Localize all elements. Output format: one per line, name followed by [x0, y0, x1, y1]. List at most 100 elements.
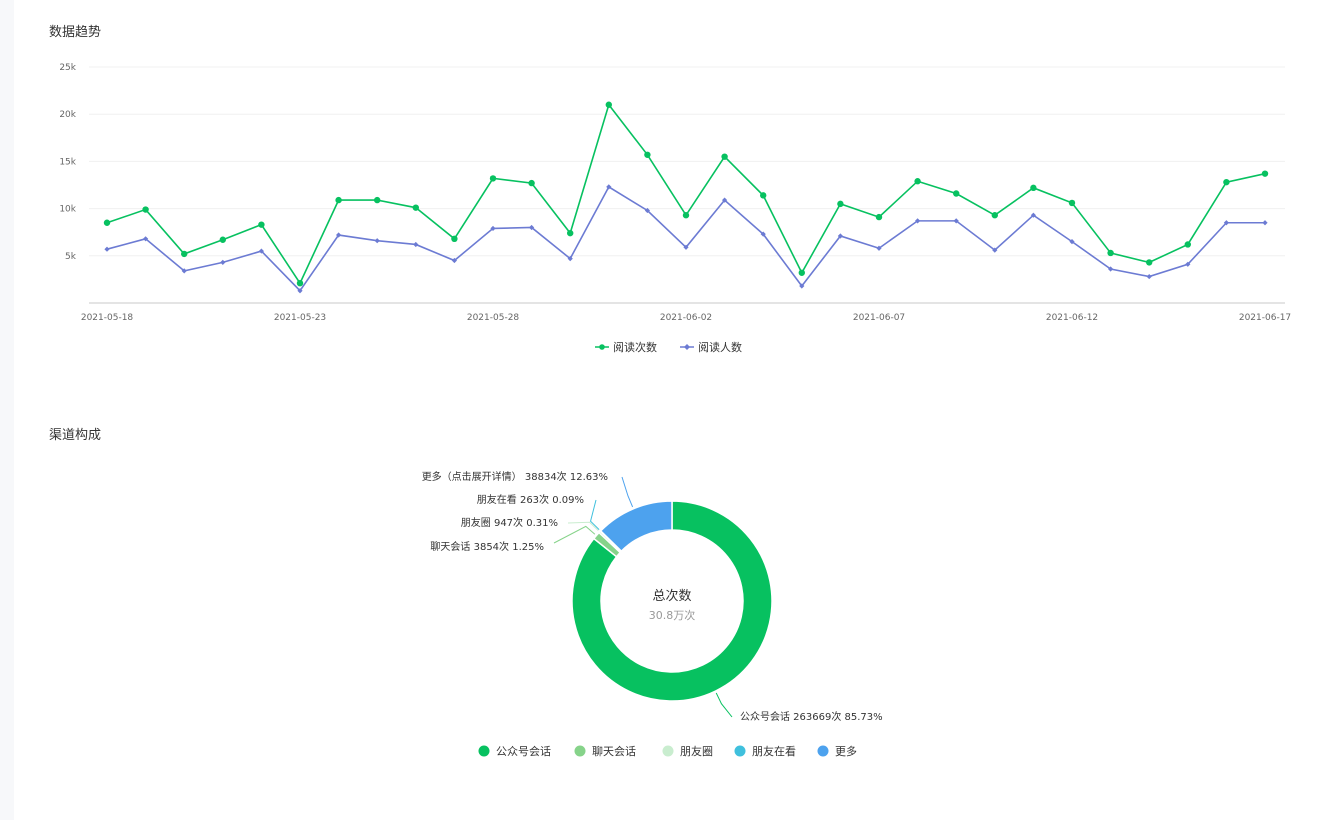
- legend-label: 更多: [835, 744, 857, 758]
- data-point[interactable]: [991, 212, 998, 219]
- leader-line: [715, 692, 733, 718]
- data-point[interactable]: [953, 218, 959, 224]
- data-point[interactable]: [413, 241, 419, 248]
- trend-section-title: 数据趋势: [49, 25, 102, 40]
- y-tick-label: 15k: [59, 157, 76, 167]
- data-point[interactable]: [1223, 220, 1229, 226]
- leader-line: [621, 476, 634, 508]
- data-point[interactable]: [605, 101, 612, 108]
- data-point[interactable]: [799, 283, 805, 289]
- x-tick-label: 2021-05-23: [274, 313, 326, 323]
- data-point[interactable]: [953, 190, 960, 197]
- x-tick-label: 2021-05-18: [81, 313, 134, 323]
- data-point[interactable]: [220, 259, 226, 266]
- data-point[interactable]: [181, 268, 187, 274]
- x-tick-label: 2021-06-02: [660, 313, 712, 323]
- leader-line: [567, 521, 599, 531]
- data-point[interactable]: [1108, 266, 1114, 272]
- legend-symbol: [478, 745, 490, 757]
- data-point[interactable]: [567, 256, 573, 262]
- data-point[interactable]: [760, 231, 766, 237]
- slice-label[interactable]: 更多（点击展开详情） 38834次 12.63%: [422, 470, 608, 483]
- data-point[interactable]: [489, 175, 497, 182]
- data-point[interactable]: [760, 192, 767, 199]
- data-point[interactable]: [1262, 220, 1268, 226]
- data-point[interactable]: [1223, 178, 1230, 186]
- legend-symbol: [599, 344, 605, 350]
- pie-legend-item-4[interactable]: 朋友在看: [734, 744, 797, 758]
- data-point[interactable]: [490, 225, 496, 232]
- pie-legend-item-5[interactable]: 更多: [817, 744, 858, 758]
- data-point[interactable]: [1107, 249, 1114, 257]
- donut-slice-5[interactable]: [599, 500, 673, 553]
- legend-label: 阅读人数: [698, 340, 742, 354]
- data-point[interactable]: [1030, 212, 1036, 218]
- data-point[interactable]: [258, 248, 264, 254]
- data-point[interactable]: [335, 196, 342, 204]
- donut-slice-1[interactable]: [571, 500, 773, 702]
- data-point[interactable]: [142, 206, 149, 213]
- legend-item-2[interactable]: 阅读人数: [680, 340, 742, 354]
- slice-label[interactable]: 朋友在看 263次 0.09%: [477, 493, 584, 506]
- channel-section-title: 渠道构成: [49, 428, 102, 443]
- data-point[interactable]: [567, 229, 574, 237]
- data-point[interactable]: [1185, 261, 1191, 267]
- data-point[interactable]: [528, 179, 535, 187]
- data-point[interactable]: [297, 288, 303, 294]
- pie-legend-item-2[interactable]: 聊天会话: [574, 744, 637, 758]
- data-point[interactable]: [837, 200, 844, 208]
- data-point[interactable]: [644, 151, 651, 158]
- legend-label: 聊天会话: [592, 744, 636, 758]
- donut-center-title: 总次数: [652, 588, 691, 604]
- data-point[interactable]: [992, 247, 998, 253]
- pie-legend-item-3[interactable]: 朋友圈: [662, 744, 714, 758]
- data-point[interactable]: [837, 233, 843, 239]
- data-point[interactable]: [1030, 184, 1037, 192]
- x-tick-label: 2021-06-07: [853, 313, 905, 323]
- data-point[interactable]: [219, 236, 226, 243]
- data-point[interactable]: [1068, 199, 1076, 207]
- data-point[interactable]: [374, 196, 381, 204]
- x-tick-label: 2021-06-17: [1239, 313, 1291, 323]
- data-point[interactable]: [1184, 241, 1192, 248]
- leader-line: [589, 499, 600, 531]
- data-point[interactable]: [682, 212, 690, 219]
- data-point[interactable]: [104, 246, 110, 252]
- data-point[interactable]: [103, 219, 111, 226]
- data-point[interactable]: [1146, 259, 1153, 266]
- donut-center-value: 30.8万次: [649, 608, 696, 622]
- y-tick-label: 25k: [59, 63, 76, 73]
- slice-label[interactable]: 聊天会话 3854次 1.25%: [430, 540, 544, 553]
- data-point[interactable]: [336, 232, 342, 238]
- data-point[interactable]: [143, 236, 149, 242]
- data-point[interactable]: [914, 178, 921, 185]
- data-point[interactable]: [451, 235, 458, 243]
- slice-label[interactable]: 朋友圈 947次 0.31%: [461, 516, 558, 529]
- data-point[interactable]: [606, 184, 612, 190]
- data-point[interactable]: [644, 207, 650, 214]
- data-point[interactable]: [412, 204, 419, 211]
- data-point[interactable]: [683, 244, 689, 250]
- data-point[interactable]: [1069, 239, 1075, 245]
- data-point[interactable]: [451, 257, 457, 264]
- data-point[interactable]: [798, 269, 805, 276]
- data-point[interactable]: [915, 218, 921, 224]
- y-tick-label: 5k: [65, 252, 77, 262]
- data-point[interactable]: [1146, 273, 1152, 280]
- legend-symbol: [574, 745, 586, 757]
- pie-legend-item-1[interactable]: 公众号会话: [478, 745, 552, 758]
- data-point[interactable]: [258, 221, 265, 228]
- data-point[interactable]: [875, 213, 883, 221]
- legend-item-1[interactable]: 阅读次数: [595, 340, 657, 354]
- slice-label[interactable]: 公众号会话 263669次 85.73%: [740, 710, 883, 723]
- data-point[interactable]: [721, 153, 728, 160]
- x-tick-label: 2021-05-28: [467, 313, 520, 323]
- data-point[interactable]: [529, 224, 535, 231]
- data-point[interactable]: [374, 238, 380, 244]
- data-point[interactable]: [181, 250, 188, 258]
- data-point[interactable]: [876, 245, 882, 251]
- data-point[interactable]: [1261, 170, 1269, 177]
- data-point[interactable]: [722, 197, 728, 203]
- data-point[interactable]: [296, 279, 304, 287]
- leader-line: [553, 525, 596, 544]
